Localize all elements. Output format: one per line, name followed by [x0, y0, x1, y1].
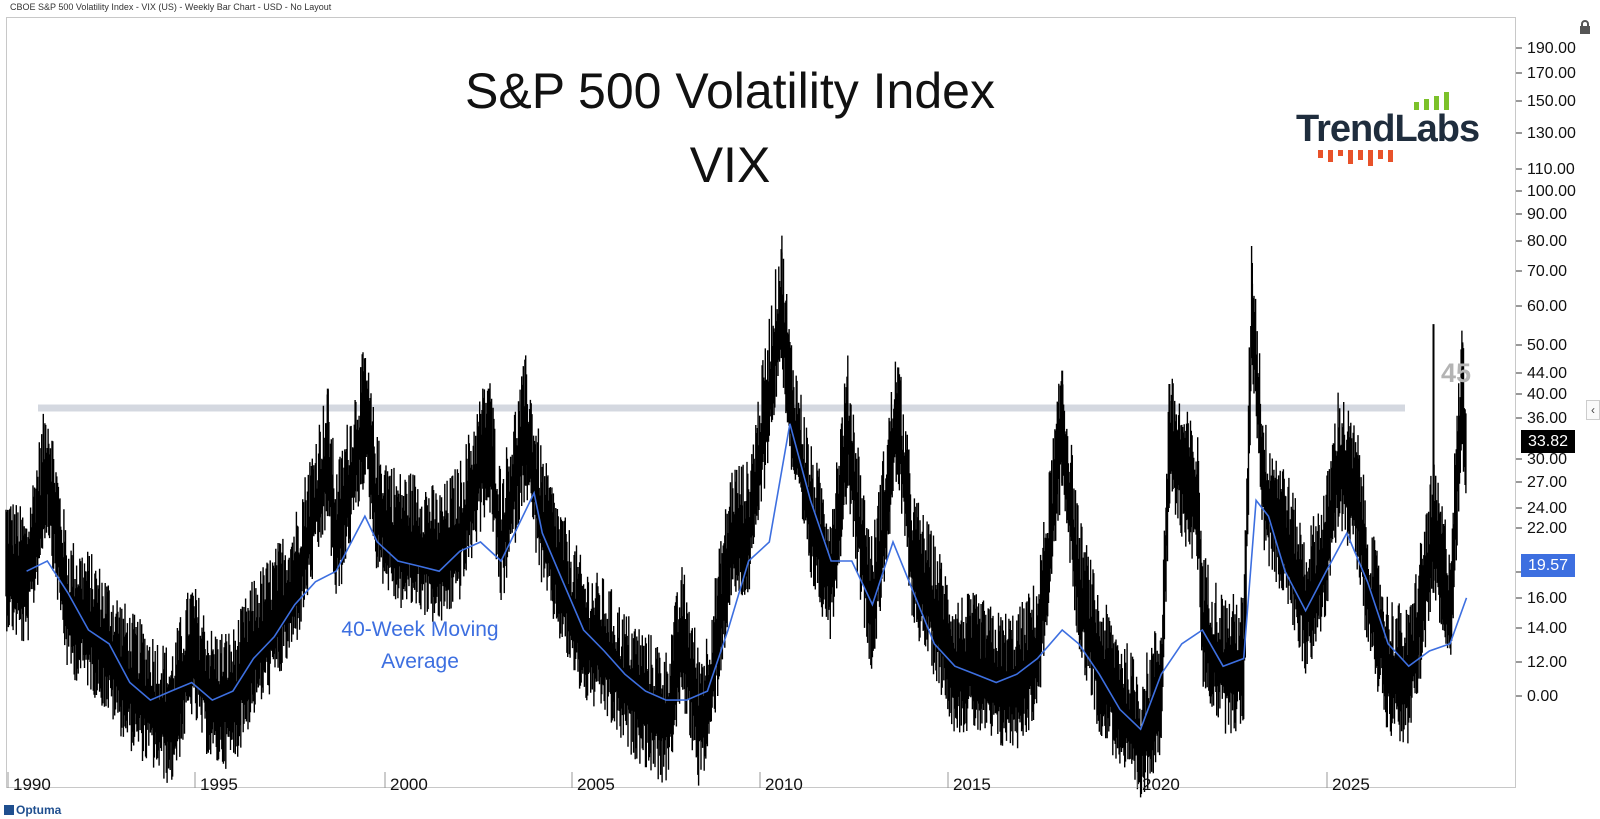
x-tick-label-4: 2010 [765, 775, 803, 794]
x-tick-label-3: 2005 [577, 775, 615, 794]
x-tick-label-6: 2020 [1142, 775, 1180, 794]
axis-layer: 190.00 170.00 150.00 130.00 110.00 100.00 90.0… [7, 40, 1576, 794]
y-tick-label-15: 27.00 [1527, 474, 1567, 491]
y-tick-label-20: 14.00 [1527, 620, 1567, 637]
y-tick-label-2: 150.00 [1527, 93, 1576, 110]
x-tick-label-5: 2015 [953, 775, 991, 794]
last-price-badge: 33.82 [1521, 430, 1575, 453]
optuma-logo: Optuma [4, 803, 61, 817]
y-tick-label-16: 24.00 [1527, 500, 1567, 517]
y-tick-label-7: 80.00 [1527, 233, 1567, 250]
optuma-wordmark: Optuma [16, 803, 62, 817]
y-tick-label-19: 16.00 [1527, 590, 1567, 607]
y-tick-label-21: 12.00 [1527, 654, 1567, 671]
x-tick-label-1: 1995 [200, 775, 238, 794]
y-tick-label-6: 90.00 [1527, 206, 1567, 223]
y-tick-label-11: 44.00 [1527, 365, 1567, 382]
x-tick-label-2: 2000 [390, 775, 428, 794]
moving-average-annotation: 40-Week Moving Average [341, 618, 499, 673]
logo-bars-graphic [1318, 92, 1449, 166]
y-tick-label-10: 50.00 [1527, 337, 1567, 354]
y-tick-label-17: 22.00 [1527, 520, 1567, 537]
lock-icon[interactable] [1578, 20, 1592, 34]
y-tick-label-12: 40.00 [1527, 386, 1567, 403]
y-tick-label-4: 110.00 [1527, 161, 1575, 178]
y-tick-label-8: 70.00 [1527, 263, 1567, 280]
last-ma-badge: 19.57 [1521, 554, 1575, 577]
y-tick-label-13: 36.00 [1527, 410, 1567, 427]
y-tick-label-14: 30.00 [1527, 451, 1567, 468]
y-tick-label-5: 100.00 [1527, 183, 1576, 200]
reference-line-label: 45 [1441, 358, 1472, 388]
x-tick-label-0: 1990 [13, 775, 51, 794]
moving-average-line [26, 423, 1468, 731]
y-tick-label-3: 130.00 [1527, 125, 1576, 142]
chart-title: S&P 500 Volatility Index [465, 63, 995, 119]
chart-subtitle: VIX [689, 137, 771, 193]
logo-wordmark: TrendLabs [1296, 108, 1480, 150]
y-tick-label-0: 190.00 [1527, 40, 1576, 57]
y-tick-label-1: 170.00 [1527, 65, 1576, 82]
trendlabs-logo: TrendLabs [1296, 92, 1496, 178]
chevron-left-icon[interactable]: ‹ [1586, 400, 1600, 420]
x-tick-label-7: 2025 [1332, 775, 1370, 794]
vix-weekly-bars [5, 235, 1467, 798]
optuma-mark-icon [4, 805, 14, 815]
y-tick-label-22: 0.00 [1527, 688, 1558, 705]
plot-frame [6, 17, 1516, 788]
chart-header-caption: CBOE S&P 500 Volatility Index - VIX (US)… [10, 2, 332, 12]
moving-average-layer [26, 423, 1468, 731]
y-tick-label-9: 60.00 [1527, 298, 1567, 315]
price-series-layer [5, 235, 1467, 798]
